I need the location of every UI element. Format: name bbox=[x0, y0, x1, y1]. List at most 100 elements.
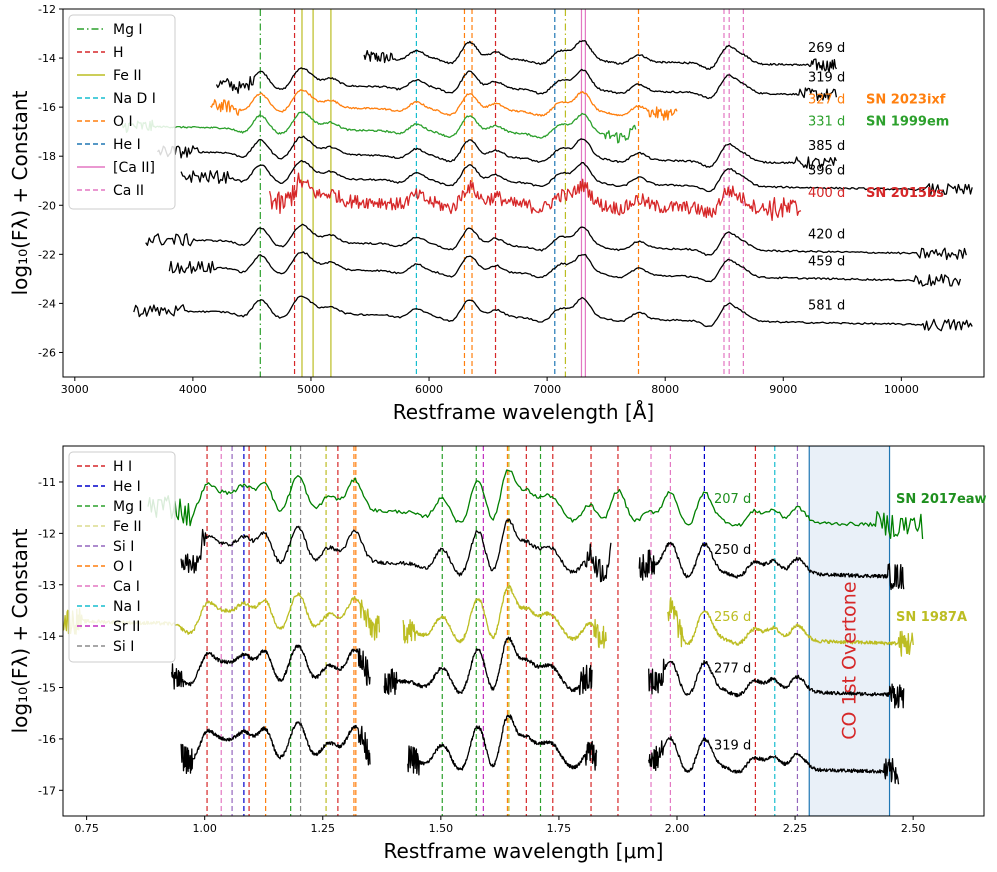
legend-label: He I bbox=[113, 479, 141, 495]
legend-label: O I bbox=[113, 559, 133, 575]
spectrum-6 bbox=[180, 159, 973, 196]
sn-name-label: SN 2015bs bbox=[866, 186, 944, 201]
x-tick-label: 1.75 bbox=[547, 822, 572, 835]
y-tick-label: -14 bbox=[38, 52, 56, 65]
x-tick-label: 1.25 bbox=[311, 822, 336, 835]
co-overtone-label: CO 1st Overtone bbox=[838, 581, 860, 739]
sn-name-label: SN 1999em bbox=[866, 115, 949, 130]
epoch-label: 269 d bbox=[808, 41, 845, 56]
x-tick-label: 0.75 bbox=[74, 822, 99, 835]
x-tick-label: 3000 bbox=[61, 383, 89, 396]
spectrum-10 bbox=[133, 295, 973, 332]
y-tick-label: -12 bbox=[38, 527, 56, 540]
legend-box bbox=[68, 451, 176, 663]
x-tick-label: 7000 bbox=[533, 383, 561, 396]
x-tick-label: 2.00 bbox=[665, 822, 690, 835]
y-tick-label: -22 bbox=[38, 248, 56, 261]
legend-label: Ca II bbox=[113, 183, 144, 199]
y-tick-label: -12 bbox=[38, 3, 56, 16]
spectrum-3-seg3 bbox=[666, 596, 914, 657]
spectrum-4-seg2 bbox=[383, 636, 593, 696]
plot-area bbox=[63, 446, 924, 816]
spectrum-3 bbox=[210, 89, 678, 121]
y-tick-label: -16 bbox=[38, 733, 56, 746]
legend-label: [Ca II] bbox=[113, 160, 155, 176]
sn-name-label: SN 2017eaw bbox=[896, 492, 987, 507]
legend-label: Ca I bbox=[113, 579, 140, 595]
legend-label: H bbox=[113, 45, 124, 61]
axes-frame bbox=[62, 8, 985, 378]
epoch-label: 207 d bbox=[714, 492, 751, 507]
epoch-label: 400 d bbox=[808, 186, 845, 201]
panel-1: 3000 4000 5000 6000 7000 8000 9000 10000 -26 -24 -… bbox=[8, 3, 985, 424]
epoch-label: 250 d bbox=[714, 543, 751, 558]
spectrum-7 bbox=[268, 172, 802, 222]
co-overtone-region bbox=[808, 446, 891, 816]
epoch-label: 327 d bbox=[808, 93, 845, 108]
y-axis-label: log₁₀(Fλ) + Constant bbox=[8, 528, 32, 733]
x-tick-label: 9000 bbox=[769, 383, 797, 396]
epoch-label: 396 d bbox=[808, 164, 845, 179]
spectrum-3-seg2 bbox=[402, 584, 607, 649]
y-tick-label: -13 bbox=[38, 579, 56, 592]
y-tick-label: -20 bbox=[38, 199, 56, 212]
y-tick-label: -14 bbox=[38, 630, 56, 643]
x-tick-label: 2.25 bbox=[783, 822, 808, 835]
legend-label: Na I bbox=[113, 599, 141, 615]
spectrum-1 bbox=[147, 469, 924, 540]
epoch-label: 385 d bbox=[808, 139, 845, 154]
spectrum-9 bbox=[168, 251, 962, 287]
x-tick-label: 1.00 bbox=[192, 822, 217, 835]
epoch-label: 319 d bbox=[714, 738, 751, 753]
x-tick-label: 10000 bbox=[884, 383, 919, 396]
spectrum-5 bbox=[157, 135, 837, 170]
epoch-label: 331 d bbox=[808, 115, 845, 130]
spectrum-8 bbox=[145, 223, 967, 261]
spectrum-2-seg2 bbox=[638, 541, 905, 591]
sn-name-label: SN 1987A bbox=[896, 610, 967, 625]
epoch-label: 459 d bbox=[808, 255, 845, 270]
epoch-label: 420 d bbox=[808, 228, 845, 243]
epoch-label: 277 d bbox=[714, 661, 751, 676]
spectrum-2-seg1 bbox=[180, 518, 612, 583]
y-tick-label: -18 bbox=[38, 150, 56, 163]
spectrum-5-seg3 bbox=[648, 736, 900, 785]
x-tick-label: 8000 bbox=[651, 383, 679, 396]
legend-box bbox=[68, 14, 176, 210]
x-tick-label: 1.50 bbox=[429, 822, 454, 835]
sn-name-label: SN 2023ixf bbox=[866, 93, 946, 108]
y-tick-label: -11 bbox=[38, 476, 56, 489]
spectrum-1 bbox=[363, 39, 837, 73]
legend-label: Sr II bbox=[113, 619, 140, 635]
epoch-label: 581 d bbox=[808, 299, 845, 314]
legend-label: O I bbox=[113, 114, 133, 130]
legend: Mg I H Fe II Na D I O I He I [Ca II] Ca II bbox=[68, 14, 176, 210]
spectrum-5-seg1 bbox=[180, 721, 371, 775]
spectrum-4-seg3 bbox=[648, 658, 905, 709]
y-tick-label: -17 bbox=[38, 784, 56, 797]
panel-2: 0.75 1.00 1.25 1.50 1.75 2.00 2.25 2.50 -17 -16 -1… bbox=[8, 445, 987, 863]
y-tick-label: -24 bbox=[38, 297, 56, 310]
legend: H I He I Mg I Fe II Si I O I Ca I Na I Sr II Si I bbox=[68, 451, 176, 663]
spectrum-2 bbox=[215, 67, 838, 101]
y-tick-label: -26 bbox=[38, 346, 56, 359]
epoch-label: 319 d bbox=[808, 71, 845, 86]
x-axis-label: Restframe wavelength [Å] bbox=[393, 400, 654, 424]
legend-label: Si I bbox=[113, 639, 134, 655]
spectrum-5-seg2 bbox=[407, 714, 598, 776]
x-axis-label: Restframe wavelength [μm] bbox=[384, 839, 664, 863]
legend-label: He I bbox=[113, 137, 141, 153]
spectrum-4 bbox=[121, 111, 637, 144]
x-tick-label: 4000 bbox=[179, 383, 207, 396]
plot-area bbox=[121, 9, 973, 377]
legend-label: Si I bbox=[113, 539, 134, 555]
x-tick-label: 2.50 bbox=[901, 822, 926, 835]
x-tick-label: 5000 bbox=[297, 383, 325, 396]
y-tick-label: -16 bbox=[38, 101, 56, 114]
legend-label: Mg I bbox=[113, 499, 143, 515]
legend-label: Fe II bbox=[113, 519, 142, 535]
legend-label: H I bbox=[113, 459, 132, 475]
legend-label: Mg I bbox=[113, 22, 143, 38]
